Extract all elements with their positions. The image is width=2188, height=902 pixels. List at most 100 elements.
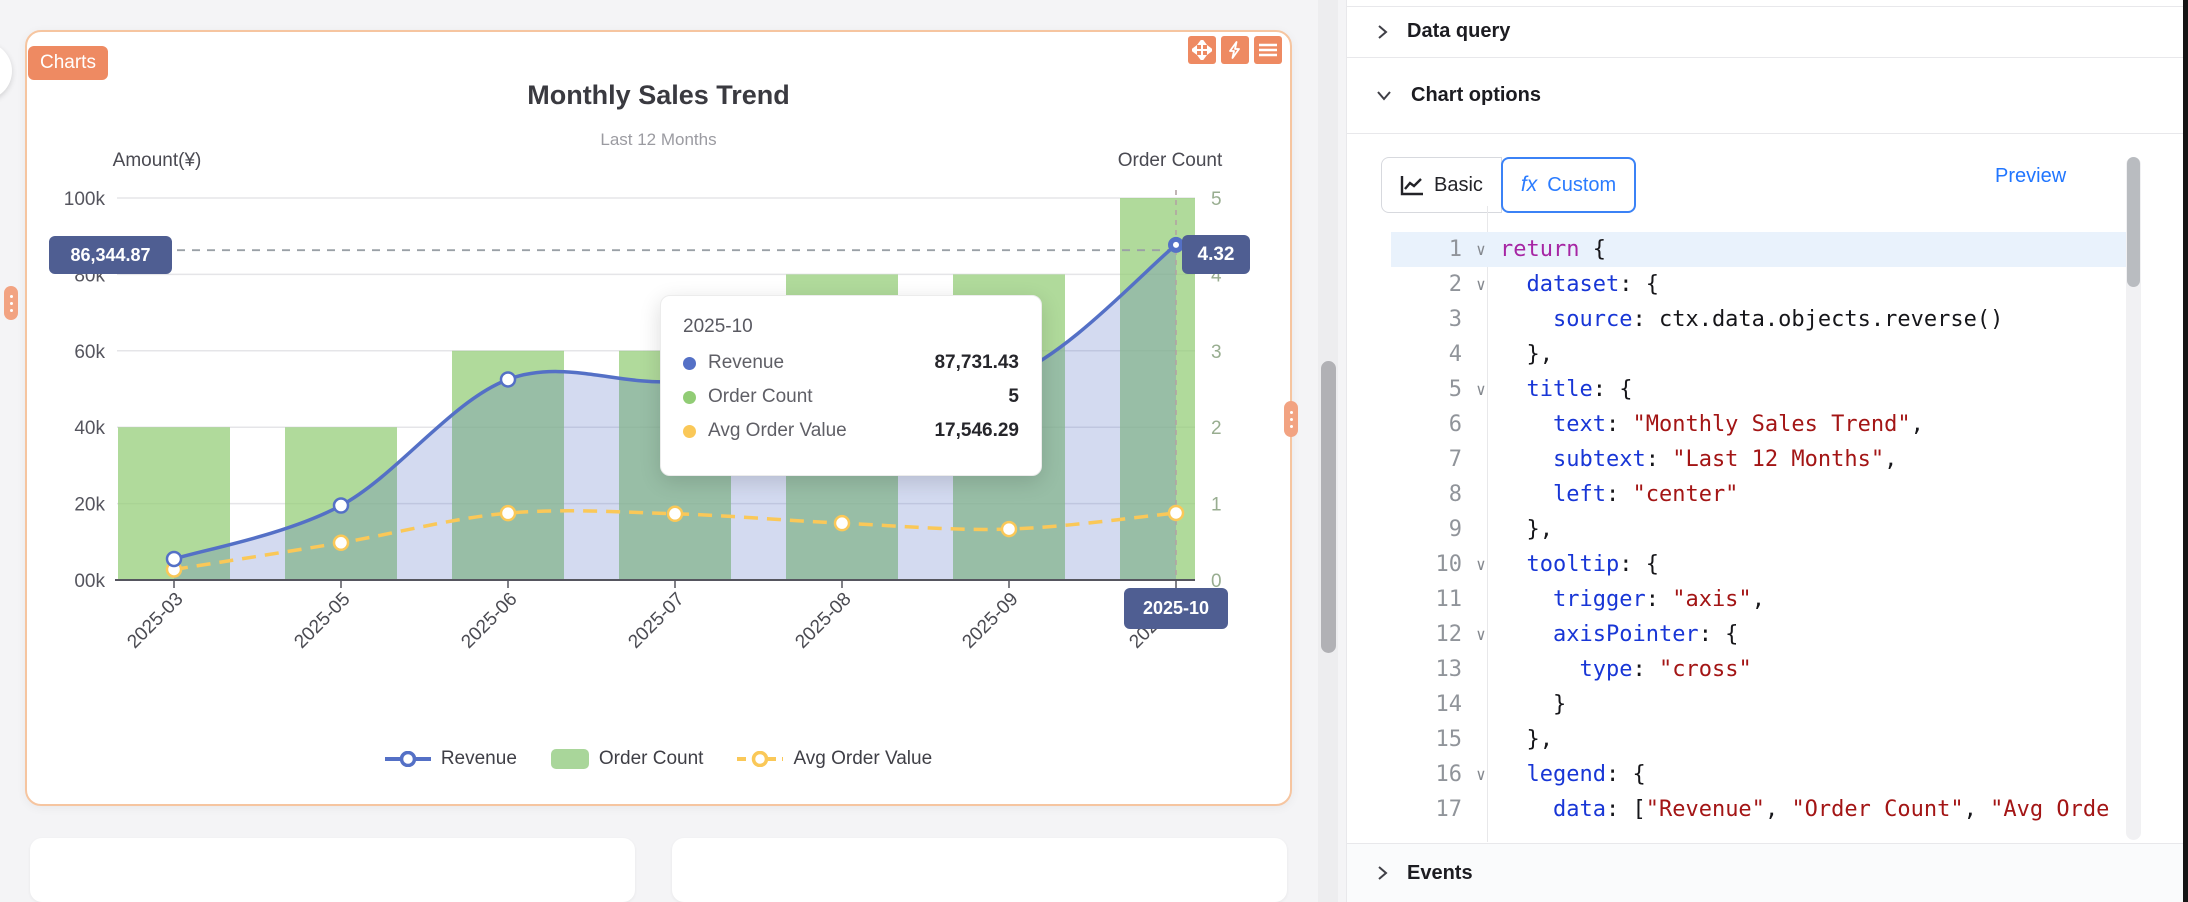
- section-chart-options[interactable]: Chart options: [1347, 57, 2183, 133]
- workspace: Charts Monthly Sales Trend Last 12 Month…: [0, 30, 1336, 902]
- chevron-right-icon: [1375, 23, 1389, 41]
- fold-chevron-icon[interactable]: ∨: [1476, 625, 1486, 644]
- code-line[interactable]: 3 source: ctx.data.objects.reverse(): [1391, 302, 2126, 337]
- tooltip-series-name: Order Count: [708, 386, 813, 407]
- svg-text:5: 5: [1211, 189, 1222, 210]
- edge-toggle-circle[interactable]: [0, 42, 12, 100]
- code-line[interactable]: 9 },: [1391, 512, 2126, 547]
- code-text: },: [1500, 342, 1553, 367]
- legend-item-revenue[interactable]: Revenue: [384, 748, 517, 770]
- fold-gutter: [1462, 407, 1500, 442]
- code-line[interactable]: 11 trigger: "axis",: [1391, 582, 2126, 617]
- code-line[interactable]: 15 },: [1391, 722, 2126, 757]
- fold-chevron-icon[interactable]: ∨: [1476, 275, 1486, 294]
- widget-card-bottom-right[interactable]: [672, 838, 1287, 902]
- resize-handle-left[interactable]: [4, 286, 18, 320]
- line-chart-icon: [1400, 176, 1423, 196]
- code-text: tooltip: {: [1526, 552, 1659, 577]
- chart-legend: Revenue Order Count Avg Order Value: [27, 748, 1290, 770]
- fold-gutter: [1462, 582, 1500, 617]
- legend-item-order-count[interactable]: Order Count: [550, 748, 703, 770]
- line-number: 9: [1448, 517, 1462, 542]
- code-line[interactable]: 16 ∨ legend: {: [1391, 757, 2126, 792]
- tooltip-series-name: Revenue: [708, 352, 785, 373]
- fold-chevron-icon[interactable]: ∨: [1476, 380, 1486, 399]
- series-dot-icon: [683, 356, 696, 370]
- fold-gutter: [1462, 477, 1500, 512]
- axis-pointer-y-right-badge: 4.32: [1182, 235, 1250, 274]
- code-line[interactable]: 4 },: [1391, 337, 2126, 372]
- options-mode-tabs: Basic fx Custom: [1381, 157, 1637, 213]
- svg-text:20k: 20k: [74, 495, 105, 516]
- fold-chevron-icon[interactable]: ∨: [1476, 765, 1486, 784]
- code-line[interactable]: 10 ∨ tooltip: {: [1391, 547, 2126, 582]
- code-line[interactable]: 12 ∨ axisPointer: {: [1391, 617, 2126, 652]
- editor-scrollbar-thumb[interactable]: [2127, 157, 2140, 287]
- code-text: return {: [1500, 237, 1606, 262]
- lightning-icon[interactable]: [1221, 36, 1249, 64]
- series-dot-icon: [683, 424, 696, 438]
- svg-text:3: 3: [1211, 342, 1222, 363]
- chart-widget-card[interactable]: Charts Monthly Sales Trend Last 12 Month…: [25, 30, 1292, 806]
- chevron-down-icon: [1375, 88, 1393, 102]
- line-number: 11: [1435, 587, 1463, 612]
- axis-pointer-x-badge: 2025-10: [1124, 588, 1228, 629]
- line-number: 5: [1448, 377, 1462, 402]
- fold-chevron-icon[interactable]: ∨: [1476, 555, 1486, 574]
- menu-icon[interactable]: [1254, 36, 1282, 64]
- svg-text:00k: 00k: [74, 571, 105, 592]
- chart-subtitle: Last 12 Months: [600, 130, 717, 149]
- tooltip-row: Order Count 5: [683, 386, 1019, 408]
- bar-marker-icon: [550, 749, 589, 769]
- line-number: 8: [1448, 482, 1462, 507]
- line-number: 2: [1448, 272, 1462, 297]
- code-line[interactable]: 7 subtext: "Last 12 Months",: [1391, 442, 2126, 477]
- widget-type-badge: Charts: [28, 46, 108, 80]
- code-line[interactable]: 13 type: "cross": [1391, 652, 2126, 687]
- tooltip-series-name: Avg Order Value: [708, 420, 847, 441]
- workspace-scrollbar-thumb[interactable]: [1321, 361, 1336, 653]
- fold-gutter: [1462, 442, 1500, 477]
- code-editor[interactable]: 1 ∨ return {2 ∨ dataset: {3 source: ctx.dat…: [1391, 206, 2126, 842]
- line-marker-icon: [384, 751, 431, 767]
- code-line[interactable]: 2 ∨ dataset: {: [1391, 267, 2126, 302]
- svg-text:2025-07: 2025-07: [624, 589, 688, 653]
- code-text: legend: {: [1526, 762, 1646, 787]
- section-events[interactable]: Events: [1347, 843, 2183, 902]
- fold-gutter: [1462, 302, 1500, 337]
- chevron-right-icon: [1375, 864, 1389, 882]
- section-data-query[interactable]: Data query: [1347, 6, 2183, 57]
- svg-text:2025-06: 2025-06: [457, 589, 521, 653]
- line-number: 17: [1435, 797, 1463, 822]
- series-dot-icon: [683, 390, 696, 404]
- tooltip-series-value: 17,546.29: [934, 420, 1019, 441]
- code-text: data: ["Revenue", "Order Count", "Avg Or…: [1552, 797, 2110, 822]
- line-number: 4: [1448, 342, 1462, 367]
- editor-scrollbar-track[interactable]: [2126, 157, 2141, 840]
- code-line[interactable]: 14 }: [1391, 687, 2126, 722]
- window-edge: [2183, 0, 2188, 902]
- svg-text:1: 1: [1211, 495, 1222, 516]
- code-text: dataset: {: [1526, 272, 1659, 297]
- code-line[interactable]: 1 ∨ return {: [1391, 232, 2126, 267]
- axis-pointer-y-left-badge: 86,344.87: [49, 236, 172, 274]
- move-icon[interactable]: [1188, 36, 1216, 64]
- legend-item-avg-order-value[interactable]: Avg Order Value: [737, 748, 932, 770]
- fold-gutter: [1462, 722, 1500, 757]
- code-text: },: [1500, 727, 1553, 752]
- code-line[interactable]: 17 data: ["Revenue", "Order Count", "Avg…: [1391, 792, 2126, 827]
- code-line[interactable]: 5 ∨ title: {: [1391, 372, 2126, 407]
- svg-text:4: 4: [1211, 265, 1222, 286]
- tab-basic[interactable]: Basic: [1381, 157, 1502, 213]
- fold-chevron-icon[interactable]: ∨: [1476, 240, 1486, 259]
- tab-custom[interactable]: fx Custom: [1500, 157, 1637, 213]
- widget-card-bottom-left[interactable]: [30, 838, 635, 902]
- resize-handle-right[interactable]: [1284, 401, 1298, 437]
- code-line[interactable]: 6 text: "Monthly Sales Trend",: [1391, 407, 2126, 442]
- preview-link[interactable]: Preview: [1995, 165, 2067, 187]
- svg-text:2025-03: 2025-03: [123, 589, 187, 653]
- code-text: source: ctx.data.objects.reverse(): [1552, 307, 2004, 332]
- chart-tooltip: 2025-10 Revenue 87,731.43 Order Count 5 …: [660, 295, 1042, 476]
- code-line[interactable]: 8 left: "center": [1391, 477, 2126, 512]
